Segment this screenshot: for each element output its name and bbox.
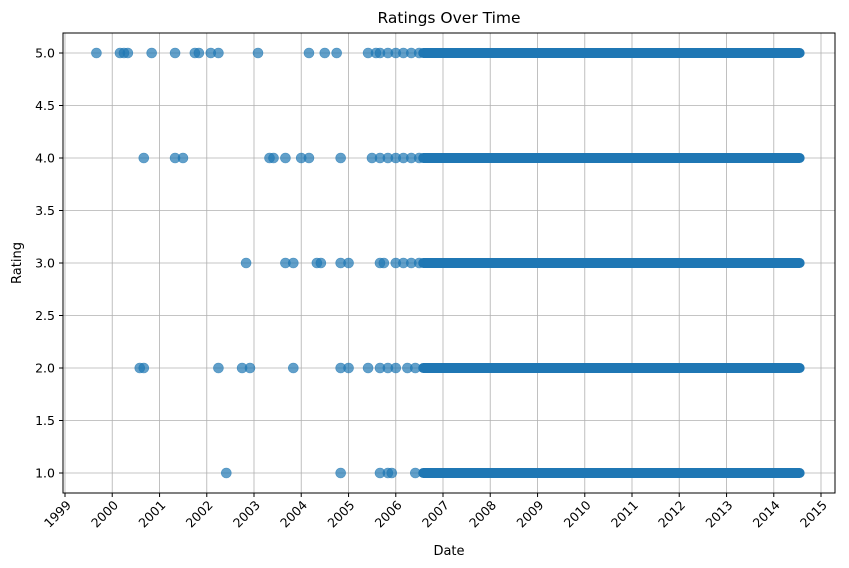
data-point — [221, 467, 232, 479]
x-tick-label: 2000 — [88, 497, 121, 530]
y-tick-label: 4.0 — [35, 151, 55, 166]
data-point — [213, 47, 224, 59]
data-point — [288, 257, 299, 269]
data-point — [315, 257, 327, 269]
y-tick-label: 1.0 — [35, 466, 55, 481]
y-tick-label: 5.0 — [35, 46, 55, 61]
x-tick-label: 2011 — [608, 497, 641, 530]
data-point — [146, 47, 157, 59]
x-tick-label: 2005 — [324, 497, 357, 530]
data-point — [177, 152, 189, 164]
data-point — [169, 47, 181, 59]
x-tick-label: 2015 — [797, 497, 830, 530]
y-tick-label: 4.5 — [35, 98, 55, 113]
data-point — [288, 362, 299, 374]
chart-title: Ratings Over Time — [377, 9, 520, 27]
x-tick-label: 2006 — [372, 497, 405, 530]
data-point — [303, 47, 315, 59]
data-point — [268, 152, 279, 164]
data-point — [410, 467, 421, 479]
x-tick-label: 2014 — [750, 497, 783, 530]
data-point — [138, 152, 150, 164]
y-tick-label: 3.0 — [35, 256, 55, 271]
data-point — [91, 47, 102, 59]
x-tick-label: 1999 — [41, 497, 74, 530]
data-point — [413, 152, 425, 164]
x-tick-label: 2003 — [230, 497, 263, 530]
y-tick-label: 2.0 — [35, 361, 55, 376]
x-tick-label: 2009 — [513, 497, 546, 530]
data-point — [413, 47, 425, 59]
data-point — [319, 47, 331, 59]
data-point — [335, 152, 346, 164]
x-tick-label: 2012 — [655, 497, 688, 530]
data-point — [343, 362, 354, 374]
data-point — [252, 47, 264, 59]
x-tick-label: 2002 — [183, 497, 216, 530]
y-tick-label: 3.5 — [35, 203, 55, 218]
y-tick-label: 2.5 — [35, 308, 55, 323]
data-point — [331, 47, 342, 59]
data-point — [193, 47, 205, 59]
data-point — [280, 152, 291, 164]
data-point — [213, 362, 224, 374]
data-point — [362, 362, 374, 374]
x-tick-label: 2013 — [702, 497, 735, 530]
data-point — [335, 467, 346, 479]
data-point — [138, 362, 150, 374]
data-point — [413, 257, 425, 269]
y-axis-ticks: 1.0 1.5 2.0 2.5 3.0 3.5 4.0 4.5 5.0 — [35, 46, 63, 481]
data-points — [91, 47, 805, 479]
x-tick-label: 2001 — [135, 497, 168, 530]
data-point — [240, 257, 252, 269]
y-axis-title: Rating — [10, 242, 25, 284]
y-tick-label: 1.5 — [35, 413, 55, 428]
x-tick-label: 2008 — [466, 497, 499, 530]
x-tick-label: 2004 — [277, 497, 310, 530]
data-point — [303, 152, 315, 164]
x-tick-label: 2010 — [561, 497, 594, 530]
data-point — [343, 257, 354, 269]
data-point — [410, 362, 421, 374]
data-point — [378, 257, 390, 269]
data-point — [122, 47, 134, 59]
x-axis-ticks: 1999 2000 2001 2002 2003 2004 2005 2006 2007 2008… — [41, 493, 830, 530]
x-tick-label: 2007 — [419, 497, 452, 530]
data-point — [390, 362, 402, 374]
x-axis-title: Date — [433, 544, 464, 559]
data-point — [386, 467, 398, 479]
data-point — [244, 362, 256, 374]
